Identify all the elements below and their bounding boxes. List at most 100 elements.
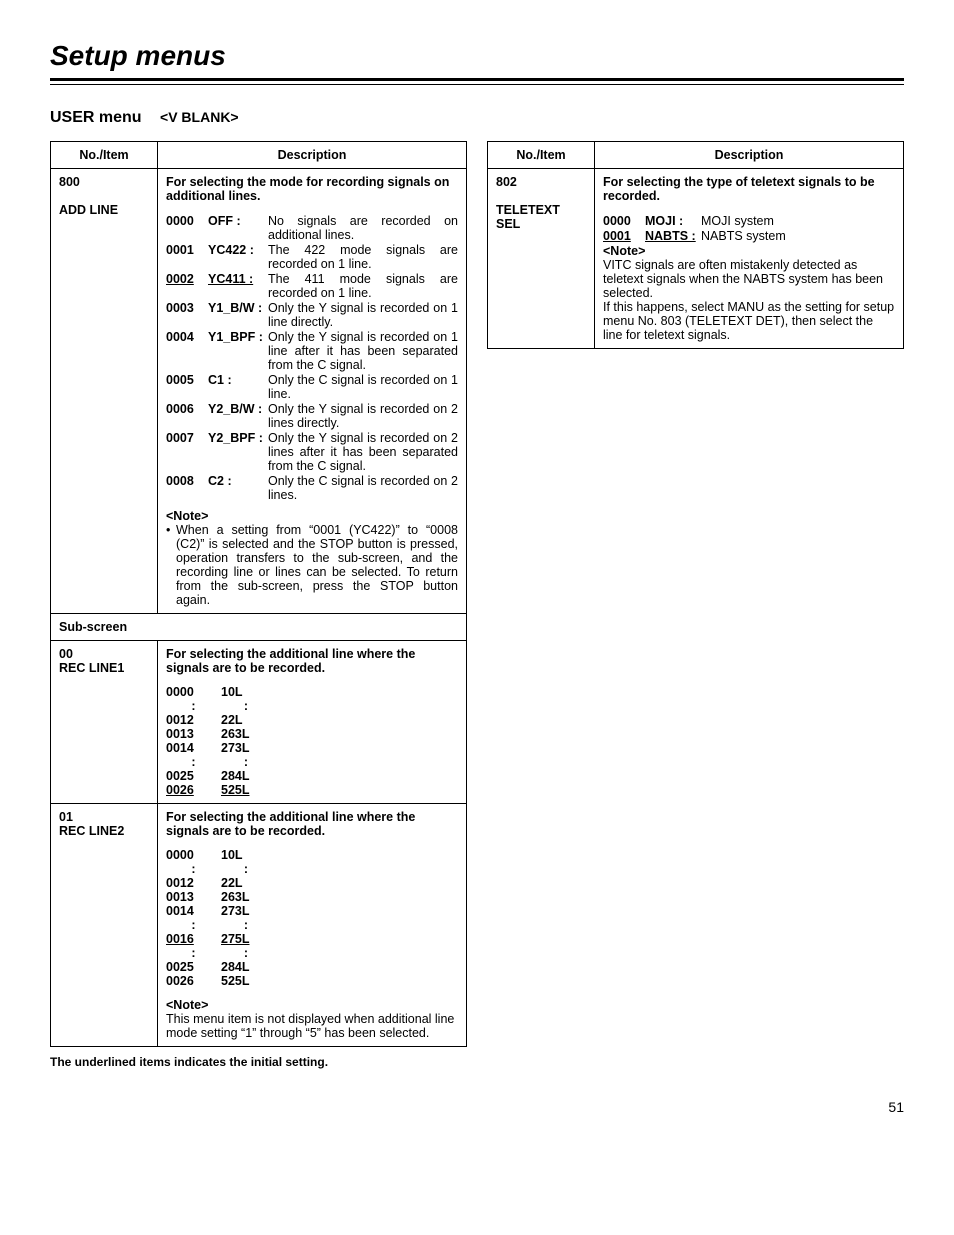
line-row: 000010L (166, 848, 458, 862)
line-val: : (221, 918, 271, 932)
note-800-text: When a setting from “0001 (YC422)” to “0… (176, 523, 458, 607)
option-row: 0001YC422 :The 422 mode signals are reco… (166, 243, 458, 271)
right-table: No./Item Description 802 TELETEXT SEL Fo… (487, 141, 904, 349)
line-val: 525L (221, 783, 271, 797)
option-label: MOJI : (645, 214, 701, 228)
cell-802-desc: For selecting the type of teletext signa… (595, 169, 904, 349)
row-802: 802 TELETEXT SEL For selecting the type … (488, 169, 904, 349)
option-code: 0002 (166, 272, 208, 300)
option-label: OFF : (208, 214, 268, 242)
menu-heading-sub: <V BLANK> (160, 109, 239, 125)
option-label: C1 : (208, 373, 268, 401)
option-desc: NABTS system (701, 229, 895, 243)
option-code: 0003 (166, 301, 208, 329)
line-val: 22L (221, 713, 271, 727)
menu-heading: USER menu <V BLANK> (50, 109, 904, 127)
option-row: 0001NABTS :NABTS system (603, 229, 895, 243)
line-code: : (166, 862, 221, 876)
option-label: C2 : (208, 474, 268, 502)
item-800-name: ADD LINE (59, 203, 118, 217)
line-code: 0016 (166, 932, 221, 946)
item-800-no: 800 (59, 175, 80, 189)
option-desc: The 411 mode signals are recorded on 1 l… (268, 272, 458, 300)
option-code: 0007 (166, 431, 208, 473)
option-label: Y2_B/W : (208, 402, 268, 430)
option-desc: Only the C signal is recorded on 2 lines… (268, 474, 458, 502)
option-desc: No signals are recorded on additional li… (268, 214, 458, 242)
line-val: : (221, 755, 271, 769)
item-800-intro: For selecting the mode for recording sig… (166, 175, 449, 203)
line-row: 0014273L (166, 741, 458, 755)
option-label: YC422 : (208, 243, 268, 271)
option-row: 0002YC411 :The 411 mode signals are reco… (166, 272, 458, 300)
menu-heading-main: USER menu (50, 109, 142, 126)
line-code: 0014 (166, 741, 221, 755)
option-code: 0000 (603, 214, 645, 228)
line-val: 275L (221, 932, 271, 946)
option-label: YC411 : (208, 272, 268, 300)
option-desc: MOJI system (701, 214, 895, 228)
option-row: 0000OFF :No signals are recorded on addi… (166, 214, 458, 242)
line-row: 0014273L (166, 904, 458, 918)
header-item: No./Item (488, 142, 595, 169)
row-01: 01 REC LINE2 For selecting the additiona… (51, 804, 467, 1047)
line-row: 0016275L (166, 932, 458, 946)
note-802-text1: VITC signals are often mistakenly detect… (603, 258, 883, 300)
option-row: 0004Y1_BPF :Only the Y signal is recorde… (166, 330, 458, 372)
page-number: 51 (50, 1099, 904, 1115)
option-code: 0008 (166, 474, 208, 502)
line-row: 0026525L (166, 974, 458, 988)
item-802-no: 802 (496, 175, 517, 189)
line-code: : (166, 755, 221, 769)
line-code: : (166, 946, 221, 960)
cell-01-item: 01 REC LINE2 (51, 804, 158, 1047)
line-row: :: (166, 862, 458, 876)
line-code: 0013 (166, 727, 221, 741)
option-row: 0005C1 :Only the C signal is recorded on… (166, 373, 458, 401)
line-code: 0012 (166, 876, 221, 890)
option-code: 0006 (166, 402, 208, 430)
content-columns: No./Item Description 800 ADD LINE For se… (50, 141, 904, 1069)
option-desc: The 422 mode signals are recorded on 1 l… (268, 243, 458, 271)
option-desc: Only the Y signal is recorded on 2 lines… (268, 402, 458, 430)
option-code: 0005 (166, 373, 208, 401)
line-row: 001222L (166, 713, 458, 727)
line-code: 0025 (166, 960, 221, 974)
option-row: 0008C2 :Only the C signal is recorded on… (166, 474, 458, 502)
header-desc: Description (158, 142, 467, 169)
line-code: 0000 (166, 848, 221, 862)
option-row: 0003Y1_B/W :Only the Y signal is recorde… (166, 301, 458, 329)
line-row: 0025284L (166, 769, 458, 783)
option-desc: Only the Y signal is recorded on 1 line … (268, 330, 458, 372)
item-802-intro: For selecting the type of teletext signa… (603, 175, 875, 203)
line-row: 0025284L (166, 960, 458, 974)
option-desc: Only the C signal is recorded on 1 line. (268, 373, 458, 401)
header-desc: Description (595, 142, 904, 169)
line-code: 0012 (166, 713, 221, 727)
header-item: No./Item (51, 142, 158, 169)
cell-00-desc: For selecting the additional line where … (158, 641, 467, 804)
line-val: 10L (221, 685, 271, 699)
line-val: 22L (221, 876, 271, 890)
line-val: 284L (221, 960, 271, 974)
item-802-name: TELETEXT SEL (496, 203, 560, 231)
item-00-no: 00 (59, 647, 73, 661)
line-row: :: (166, 755, 458, 769)
footnote: The underlined items indicates the initi… (50, 1055, 467, 1069)
note-800: • When a setting from “0001 (YC422)” to … (166, 523, 458, 607)
option-code: 0001 (166, 243, 208, 271)
page-title: Setup menus (50, 40, 904, 72)
line-val: 10L (221, 848, 271, 862)
table-header-row: No./Item Description (51, 142, 467, 169)
option-code: 0001 (603, 229, 645, 243)
item-01-name: REC LINE2 (59, 824, 124, 838)
note-802-text2: If this happens, select MANU as the sett… (603, 300, 894, 342)
line-val: : (221, 862, 271, 876)
line-code: : (166, 918, 221, 932)
line-code: : (166, 699, 221, 713)
cell-01-desc: For selecting the additional line where … (158, 804, 467, 1047)
line-code: 0013 (166, 890, 221, 904)
line-row: 0026525L (166, 783, 458, 797)
subscreen-header-row: Sub-screen (51, 614, 467, 641)
item-01-intro: For selecting the additional line where … (166, 810, 415, 838)
